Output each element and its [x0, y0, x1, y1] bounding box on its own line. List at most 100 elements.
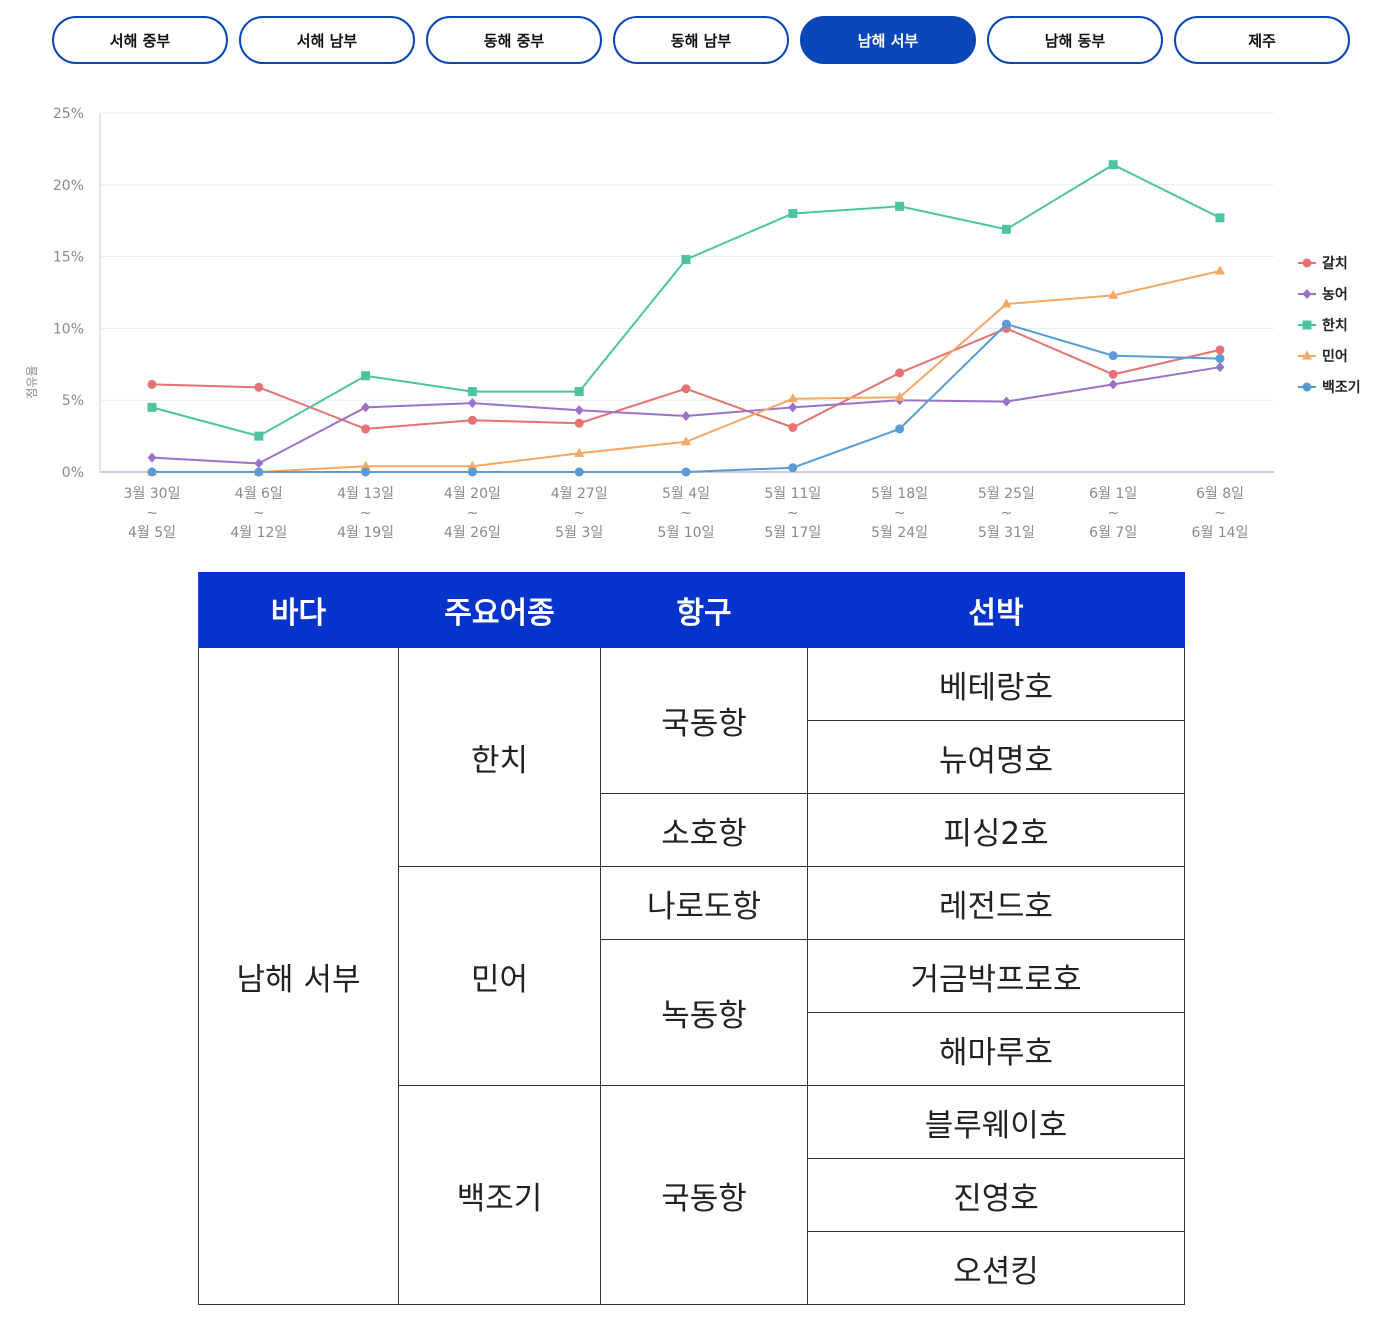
x-tick-label: 4월 13일: [337, 486, 394, 502]
table-row: 민어 나로도항 레전드호: [199, 866, 1185, 1086]
x-tick-label: 5월 18일: [871, 486, 928, 502]
data-point: [147, 452, 157, 463]
y-tick-labels: 0% 5% 10% 15% 20% 25%: [53, 106, 84, 481]
x-tick-label: 5월 11일: [764, 486, 821, 502]
x-tick-label: 4월 5일: [128, 525, 176, 541]
table-row: 남해 서부 한치 국동항 베테랑호: [198, 647, 1185, 1305]
table-row: 뉴여명호: [199, 720, 1185, 794]
share-line-chart: 0% 5% 10% 15% 20% 25% 점유율 3월 30일 ~4월 5일 4월 6일 ~4…: [25, 106, 1361, 541]
tab-region-0[interactable]: 서해 중부: [52, 16, 228, 64]
x-tick-label: 6월 1일: [1089, 486, 1137, 502]
x-tick-label: 6월 8일: [1196, 486, 1244, 502]
data-point: [147, 402, 157, 412]
cell-ship: 해마루호: [807, 1012, 1185, 1086]
header-sea: 바다: [198, 572, 399, 648]
data-point: [1215, 345, 1225, 355]
cell-ship: 베테랑호: [807, 647, 1185, 721]
x-tick-label: 4월 6일: [235, 486, 283, 502]
data-point: [788, 463, 798, 473]
cell-species: 백조기: [398, 1085, 601, 1305]
series-lines: [151, 163, 1221, 473]
cell-ship: 거금박프로호: [807, 939, 1185, 1013]
data-point: [1108, 160, 1118, 170]
x-tick-label: ~: [253, 506, 265, 522]
data-point: [1215, 265, 1225, 275]
cell-port: 나로도항: [600, 866, 808, 940]
x-tick-label: 3월 30일: [124, 486, 181, 502]
cell-port: 국동항: [600, 647, 808, 794]
legend-marker: [1302, 382, 1312, 392]
data-point: [360, 460, 371, 470]
data-point: [147, 379, 157, 389]
table-row: 백조기 국동항 블루웨이호: [199, 1085, 1185, 1305]
tab-region-4[interactable]: 남해 서부: [800, 16, 976, 64]
legend-label: 백조기: [1322, 380, 1361, 396]
data-point: [681, 410, 691, 421]
data-point: [574, 418, 584, 428]
y-tick-label: 0%: [62, 465, 84, 481]
data-point: [895, 201, 905, 211]
x-tick-label: 5월 25일: [978, 486, 1035, 502]
legend-label: 민어: [1322, 348, 1348, 365]
tab-region-5[interactable]: 남해 동부: [987, 16, 1163, 64]
y-tick-label: 20%: [53, 178, 84, 194]
cell-ship: 뉴여명호: [807, 720, 1185, 794]
tab-region-2[interactable]: 동해 중부: [426, 16, 602, 64]
data-point: [574, 447, 585, 457]
cell-port: 녹동항: [600, 939, 808, 1086]
region-tabs: 서해 중부 서해 남부 동해 중부 동해 남부 남해 서부 남해 동부 제주: [52, 16, 1350, 64]
cell-port: 국동항: [600, 1085, 808, 1305]
x-tick-label: 4월 26일: [444, 525, 501, 541]
x-tick-label: ~: [680, 506, 692, 522]
data-point: [1108, 289, 1119, 299]
cell-sea: 남해 서부: [198, 647, 399, 1305]
header-port: 항구: [600, 572, 808, 648]
x-tick-label: 6월 7일: [1089, 525, 1137, 541]
tab-region-3[interactable]: 동해 남부: [613, 16, 789, 64]
data-point: [681, 436, 691, 446]
cell-ship: 블루웨이호: [807, 1085, 1185, 1159]
header-ship: 선박: [807, 572, 1185, 648]
legend-marker: [1302, 258, 1312, 268]
cell-port: 소호항: [600, 793, 808, 867]
tab-region-1[interactable]: 서해 남부: [239, 16, 415, 64]
x-tick-label: ~: [467, 506, 479, 522]
x-tick-label: 4월 27일: [551, 486, 608, 502]
cell-ship: 레전드호: [807, 866, 1185, 940]
y-tick-label: 25%: [53, 106, 84, 122]
cell-species: 민어: [398, 866, 601, 1086]
data-point: [574, 467, 584, 477]
x-tick-label: ~: [1001, 506, 1013, 522]
data-point: [254, 382, 264, 392]
y-tick-label: 5%: [62, 393, 84, 409]
tab-region-6[interactable]: 제주: [1174, 16, 1350, 64]
legend-marker: [1302, 289, 1312, 299]
series-line: [152, 322, 1221, 473]
data-point: [467, 415, 477, 425]
x-tick-label: ~: [787, 506, 799, 522]
x-tick-label: 5월 31일: [978, 525, 1035, 541]
table-row: 해마루호: [199, 1012, 1185, 1086]
table-row: 오션킹: [199, 1231, 1185, 1305]
header-species: 주요어종: [398, 572, 601, 648]
data-point: [681, 384, 691, 394]
data-point: [361, 424, 371, 434]
x-tick-label: ~: [146, 506, 158, 522]
legend-marker: [1302, 350, 1312, 360]
data-point: [147, 467, 157, 477]
data-point: [1001, 224, 1011, 234]
data-point: [574, 405, 584, 416]
x-tick-label: ~: [1107, 506, 1119, 522]
x-tick-label: 5월 24일: [871, 525, 928, 541]
data-point: [681, 467, 691, 477]
fishing-ship-table: 바다 주요어종 항구 선박 남해 서부 한치 국동항 베테랑호 뉴여명호 소호항…: [198, 572, 1185, 1305]
data-point: [361, 467, 371, 477]
x-tick-label: ~: [1214, 506, 1226, 522]
data-point: [254, 431, 264, 441]
legend-label: 농어: [1322, 286, 1348, 303]
x-tick-labels: 3월 30일 ~4월 5일 4월 6일 ~4월 12일 4월 13일 ~4월 19일 4월 …: [124, 486, 1249, 541]
data-point: [254, 458, 264, 469]
x-tick-label: 6월 14일: [1192, 525, 1249, 541]
data-point: [467, 460, 478, 470]
